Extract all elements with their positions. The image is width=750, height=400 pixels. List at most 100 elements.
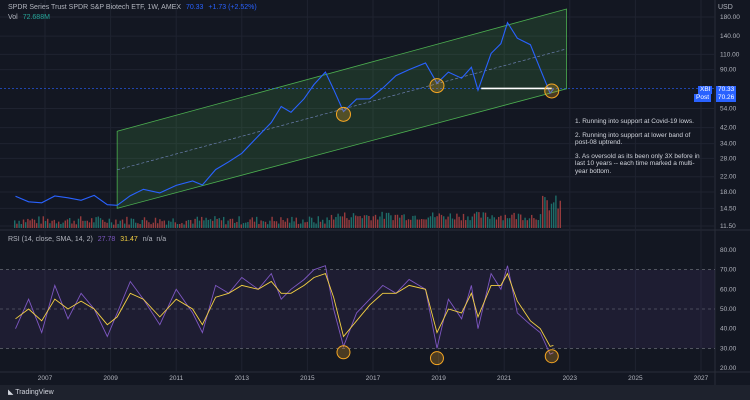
volume-bar	[370, 220, 372, 228]
currency-label: USD	[718, 4, 733, 11]
volume-bar	[379, 216, 381, 228]
volume-bar	[40, 223, 42, 228]
volume-bar	[198, 220, 201, 228]
volume-bar	[355, 215, 357, 228]
volume-bar	[429, 216, 432, 228]
volume-bar	[421, 219, 423, 228]
volume-bar	[337, 213, 339, 228]
volume-bar	[117, 223, 119, 228]
volume-bar	[227, 220, 229, 228]
rsi-ma-line	[15, 272, 554, 347]
volume-bar	[405, 220, 407, 228]
volume-bar	[33, 219, 36, 228]
volume-bar	[553, 202, 555, 228]
volume-bar	[526, 220, 528, 228]
volume-bar	[449, 213, 451, 228]
volume-bar	[396, 214, 399, 228]
volume-bar	[260, 220, 262, 228]
symbol-title[interactable]: SPDR Series Trust SPDR S&P Biotech ETF, …	[8, 4, 181, 11]
volume-bar	[165, 224, 168, 228]
tradingview-logo[interactable]: ◣ TradingView	[8, 388, 54, 396]
volume-bar	[22, 219, 25, 228]
volume-bar	[66, 219, 69, 228]
volume-bar	[168, 220, 170, 228]
volume-bar	[55, 223, 58, 228]
volume-bar	[315, 223, 317, 228]
post-price-tag: 70.26	[716, 94, 737, 102]
symbol-tag: XBI	[698, 86, 713, 94]
volume-bar	[49, 223, 51, 228]
volume-bar	[99, 218, 102, 228]
volume-bar	[555, 195, 557, 228]
volume-bar	[300, 223, 302, 228]
annotation-notes: 1. Running into support at Covid-19 lows…	[575, 118, 705, 181]
volume-bar	[465, 220, 467, 228]
volume-bar	[143, 217, 146, 228]
volume-bar	[135, 222, 137, 228]
volume-bar	[326, 217, 328, 228]
volume-bar	[434, 217, 436, 228]
volume-bar	[80, 216, 82, 228]
volume-bar	[185, 220, 187, 228]
volume-bar	[308, 216, 311, 228]
volume-bar	[212, 220, 214, 228]
volume-bar	[344, 212, 346, 228]
post-label-tag: Post	[694, 94, 712, 102]
volume-bar	[295, 217, 297, 228]
volume-bar	[511, 214, 513, 228]
volume-bar	[132, 218, 135, 228]
volume-bar	[559, 200, 561, 228]
volume-bar	[159, 219, 161, 228]
volume-bar	[471, 216, 473, 228]
volume-bar	[284, 221, 286, 228]
note-2: 2. Running into support at lower band of…	[575, 131, 691, 147]
volume-bar	[403, 214, 405, 228]
volume-bar	[84, 220, 86, 228]
volume-bar	[372, 216, 374, 228]
volume-bar	[498, 216, 500, 228]
volume-bar	[322, 219, 324, 228]
y-tick-label: 14.50	[720, 205, 737, 212]
x-tick-label: 2023	[563, 375, 578, 382]
volume-bar	[141, 219, 143, 228]
volume-bar	[110, 222, 113, 228]
volume-bar	[280, 217, 282, 228]
bottom-marker-circle	[544, 83, 560, 99]
volume-bar	[414, 215, 416, 228]
volume-bar	[313, 222, 315, 228]
volume-bar	[282, 219, 284, 228]
volume-bar	[278, 223, 280, 228]
volume-bar	[130, 218, 132, 228]
volume-bar	[366, 215, 368, 228]
volume-bar	[363, 215, 366, 228]
volume-bar	[152, 222, 154, 228]
x-tick-label: 2017	[366, 375, 381, 382]
volume-bar	[489, 218, 491, 228]
volume-bar	[339, 216, 341, 228]
volume-bar	[548, 210, 550, 228]
volume-bar	[482, 212, 484, 228]
volume-bar	[238, 216, 240, 228]
logo-icon: ◣	[8, 389, 16, 396]
rsi-label[interactable]: RSI (14, close, SMA, 14, 2)	[8, 236, 93, 243]
volume-bar	[209, 219, 212, 228]
rsi-ma-value: 31.47	[120, 236, 138, 243]
volume-bar	[410, 219, 412, 228]
volume-bar	[531, 214, 533, 228]
volume-bar	[242, 223, 245, 228]
volume-bar	[137, 223, 139, 228]
volume-bar	[473, 213, 476, 228]
volume-bar	[504, 214, 506, 228]
volume-bar	[220, 220, 223, 228]
volume-bar	[458, 216, 460, 228]
volume-bar	[423, 219, 425, 228]
volume-bar	[93, 222, 95, 228]
volume-bar	[361, 218, 363, 228]
volume-bar	[317, 216, 319, 228]
rsi-value: 27.78	[97, 236, 116, 243]
volume-bar	[36, 223, 38, 228]
volume-bar	[418, 219, 421, 228]
volume-bar	[425, 219, 427, 228]
volume-bar	[546, 200, 548, 228]
